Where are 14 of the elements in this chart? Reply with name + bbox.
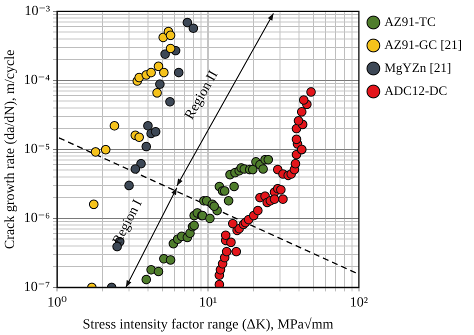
- legend-label: AZ91-TC: [384, 14, 436, 29]
- legend-label: AZ91-GC [21]: [384, 36, 462, 52]
- x-axis-title: Stress intensity factor range (ΔK), MPa√mm: [82, 316, 334, 332]
- legend-label: MgYZn [21]: [384, 60, 452, 75]
- x-tick-label: 10¹: [198, 295, 218, 310]
- y-tick-label: 10⁻³: [24, 4, 50, 20]
- y-tick-label: 10⁻⁶: [24, 211, 50, 226]
- legend-label: ADC12-DC: [384, 82, 448, 98]
- x-tick-label: 10⁰: [47, 295, 68, 310]
- y-tick-label: 10⁻⁷: [24, 280, 50, 296]
- y-axis-title: Crack growth rate (da/dN), m/cycle: [3, 50, 18, 250]
- y-tick-label: 10⁻⁴: [24, 73, 50, 88]
- x-tick-label: 10²: [350, 295, 368, 310]
- y-tick-label: 10⁻⁵: [24, 142, 50, 158]
